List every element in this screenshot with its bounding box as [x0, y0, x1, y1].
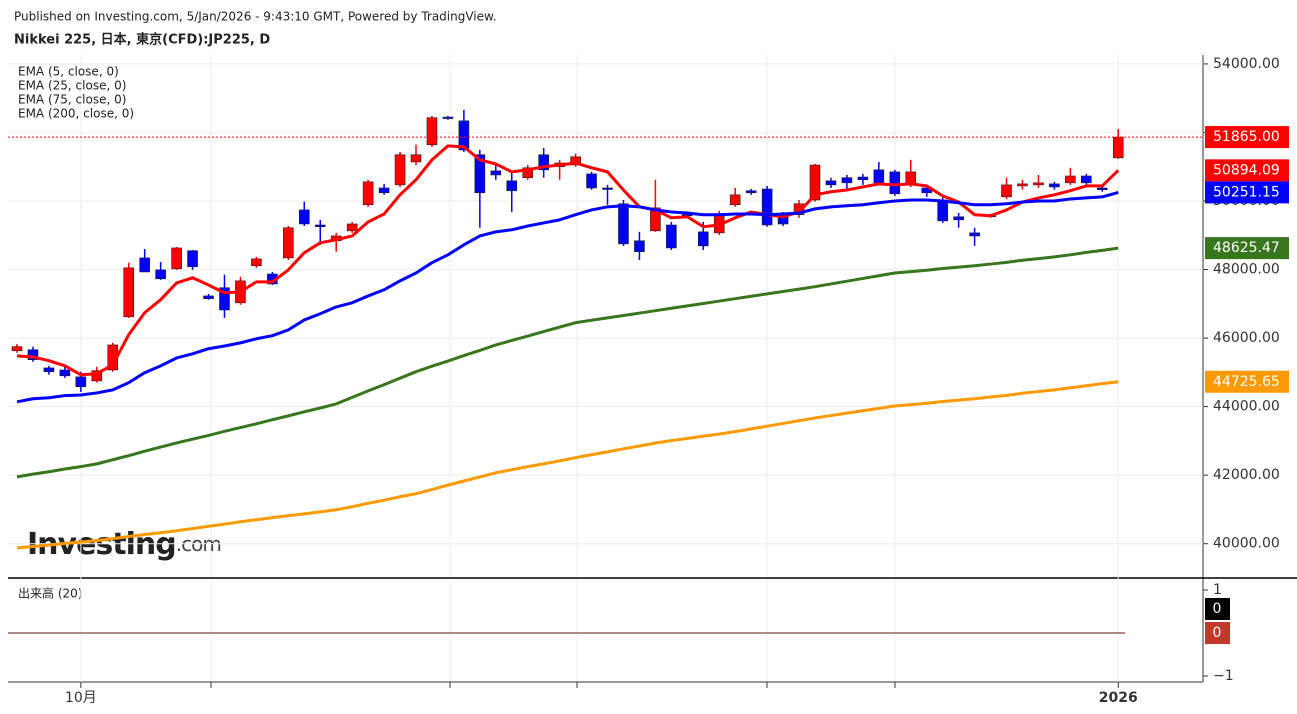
candle-body [11, 346, 23, 352]
candle-body [506, 180, 518, 192]
y-tick-label: 44000.00 [1213, 399, 1280, 415]
candle-body [618, 203, 629, 245]
candle-body [650, 207, 661, 232]
candle-body [809, 164, 821, 201]
candle-body [171, 247, 182, 270]
candle-body [442, 116, 454, 119]
candle-body [43, 367, 55, 372]
candle-body [155, 269, 166, 280]
candle-body [953, 216, 964, 221]
candle-body [251, 258, 262, 267]
candle-body [219, 287, 230, 311]
legend-entry: EMA (75, close, 0) [18, 93, 126, 107]
volume-ma-label: 0 [1213, 625, 1222, 641]
candle-body [538, 154, 549, 171]
price-label: 48625.47 [1213, 240, 1280, 256]
candle-body [1049, 183, 1060, 188]
legend-entry: EMA (200, close, 0) [18, 107, 134, 121]
x-tick-label: 2026 [1099, 690, 1138, 706]
candle-body [937, 199, 948, 222]
ema-line [16, 380, 1119, 550]
candle-body [729, 194, 741, 206]
candle-body [570, 156, 581, 166]
candle-body [1033, 182, 1044, 186]
candle-body [602, 187, 613, 190]
price-label-box [1205, 126, 1289, 149]
price-label: 50251.15 [1213, 184, 1280, 200]
candle-body [59, 369, 71, 377]
vol-y-tick-label: 1 [1213, 582, 1222, 598]
candle-body [458, 120, 470, 151]
candle-body [123, 267, 135, 318]
candle-body [139, 257, 150, 273]
price-label-box [1205, 237, 1289, 260]
candle-body [745, 190, 757, 194]
candle-body [873, 169, 885, 184]
y-tick-label: 46000.00 [1213, 330, 1280, 346]
candle-body [522, 167, 534, 178]
volume-label-box [1205, 598, 1230, 620]
candle-body [1065, 175, 1076, 184]
candle-body [634, 240, 645, 253]
candle-body [793, 203, 805, 216]
y-tick-label: 40000.00 [1213, 536, 1280, 552]
candle-body [426, 117, 438, 146]
price-label: 44725.65 [1213, 374, 1280, 390]
candle-body [314, 224, 326, 228]
candle-body [283, 227, 294, 259]
candle-body [187, 250, 198, 268]
candle-body [1001, 184, 1012, 198]
candle-body [362, 181, 374, 206]
candle-body [75, 376, 87, 388]
x-tick-label: 10月 [65, 690, 97, 706]
candle-body [27, 349, 39, 360]
candle-body [410, 154, 422, 163]
candle-body [761, 188, 773, 226]
instrument-title: Nikkei 225, 日本, 東京(CFD):JP225, D [14, 32, 270, 48]
candle-body [825, 180, 837, 186]
legend-entry: EMA (25, close, 0) [18, 79, 126, 93]
volume-ma-label-box [1205, 622, 1230, 644]
price-label-box [1205, 181, 1289, 204]
candle-body [1017, 183, 1028, 187]
candle-body [1112, 136, 1124, 159]
candle-body [1081, 175, 1092, 184]
volume-title: 出来高 (20) [18, 586, 82, 601]
price-label-box [1205, 370, 1289, 393]
y-tick-label: 42000.00 [1213, 467, 1280, 483]
candle-body [91, 370, 103, 382]
candle-body [203, 295, 214, 299]
published-note: Published on Investing.com, 5/Jan/2026 -… [14, 10, 497, 24]
volume-label: 0 [1213, 601, 1222, 617]
candle-body [490, 170, 502, 176]
price-label: 50894.09 [1213, 162, 1280, 178]
price-label: 51865.00 [1213, 129, 1280, 145]
candle-body [586, 173, 597, 189]
price-label-box [1205, 159, 1289, 182]
ema-line [16, 246, 1119, 479]
ema-line [16, 190, 1119, 404]
candle-body [298, 209, 310, 225]
candle-body [394, 154, 406, 186]
ema-line [16, 144, 1120, 377]
candle-body [474, 154, 486, 194]
candle-body [857, 176, 869, 181]
candle-body [697, 231, 709, 247]
candle-body [969, 232, 980, 237]
candle-body [666, 224, 677, 249]
legend-entry: EMA (5, close, 0) [18, 65, 119, 79]
candle-body [889, 171, 901, 195]
candle-body [841, 177, 853, 184]
y-tick-label: 48000.00 [1213, 262, 1280, 278]
y-tick-label: 54000.00 [1213, 56, 1280, 72]
candle-body [378, 187, 390, 194]
vol-y-tick-label: −1 [1213, 668, 1234, 684]
candle-body [1096, 187, 1108, 190]
candle-body [346, 223, 358, 232]
